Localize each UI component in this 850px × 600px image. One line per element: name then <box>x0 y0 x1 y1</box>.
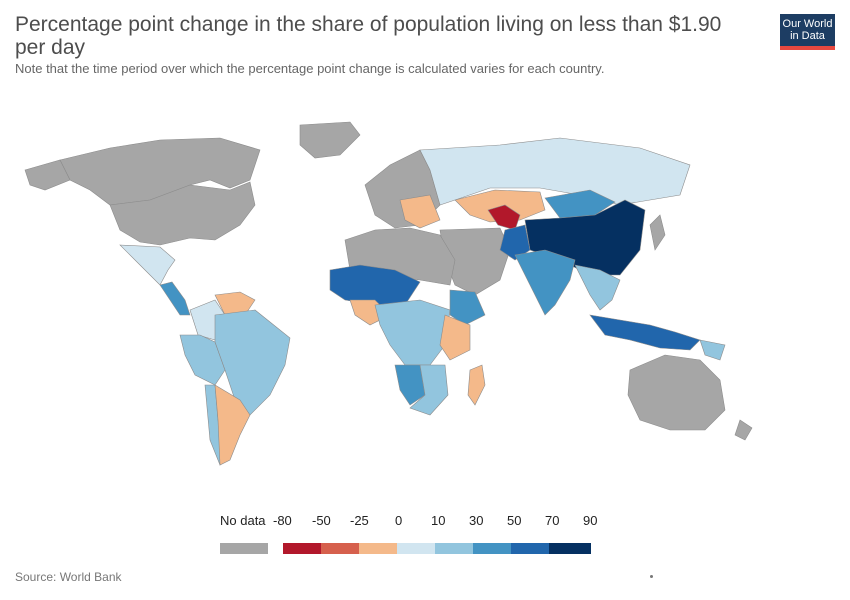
logo-accent-bar <box>780 46 835 50</box>
legend-swatch-no-data[interactable] <box>220 543 268 554</box>
region-eastern-europe <box>399 194 441 229</box>
region-mongolia <box>544 189 616 219</box>
legend-swatch[interactable] <box>511 543 549 554</box>
legend-swatch[interactable] <box>549 543 591 554</box>
region-central-america <box>159 281 191 316</box>
chart-subtitle: Note that the time period over which the… <box>15 61 605 76</box>
region-united-states <box>109 181 256 246</box>
legend-labels: No data -80 -50 -25 0 10 30 50 70 90 <box>0 513 850 531</box>
region-papua <box>699 339 726 361</box>
owid-logo[interactable]: Our World in Data <box>780 14 835 50</box>
region-russia <box>419 137 691 206</box>
legend-tick-label: -80 <box>273 513 292 528</box>
region-greenland <box>299 121 361 159</box>
region-madagascar <box>467 364 486 406</box>
world-map[interactable] <box>0 110 850 500</box>
region-uzbekistan <box>487 204 521 231</box>
legend-swatch[interactable] <box>397 543 435 554</box>
logo-line-2: in Data <box>790 30 825 42</box>
legend-tick-label: 30 <box>469 513 484 528</box>
legend-tick-label: 70 <box>545 513 560 528</box>
region-peru-bolivia <box>179 334 226 386</box>
legend-tick-label: 90 <box>583 513 598 528</box>
legend-swatch[interactable] <box>283 543 321 554</box>
region-argentina <box>214 384 251 466</box>
region-japan <box>649 214 666 251</box>
region-australia <box>627 354 726 431</box>
region-indonesia <box>589 314 701 351</box>
region-southern-africa <box>409 364 449 416</box>
region-brazil <box>214 309 291 416</box>
region-new-zealand <box>734 419 753 441</box>
legend-tick-label: -50 <box>312 513 331 528</box>
region-alaska <box>24 159 71 191</box>
logo-line-1: Our World <box>782 18 833 30</box>
region-southeast-asia <box>574 264 621 311</box>
legend-swatch[interactable] <box>321 543 359 554</box>
legend-no-data-label: No data <box>220 513 266 528</box>
region-kazakhstan <box>454 189 546 223</box>
legend-tick-label: 50 <box>507 513 522 528</box>
region-ethiopia <box>449 289 486 326</box>
legend-tick-label: 0 <box>395 513 403 528</box>
decorative-dot <box>650 575 653 578</box>
legend-tick-label: -25 <box>350 513 369 528</box>
region-canada <box>59 137 261 206</box>
legend-swatch[interactable] <box>435 543 473 554</box>
region-mexico <box>119 244 176 286</box>
region-east-africa <box>439 314 471 361</box>
region-central-africa <box>374 299 451 366</box>
region-venezuela <box>214 291 256 316</box>
source-note[interactable]: Source: World Bank <box>15 570 122 584</box>
chart-title: Percentage point change in the share of … <box>15 13 722 59</box>
legend-swatches <box>0 543 850 554</box>
legend-swatch[interactable] <box>473 543 511 554</box>
legend-tick-label: 10 <box>431 513 446 528</box>
region-india <box>514 249 576 316</box>
legend-swatch[interactable] <box>359 543 397 554</box>
region-namibia <box>394 364 426 406</box>
